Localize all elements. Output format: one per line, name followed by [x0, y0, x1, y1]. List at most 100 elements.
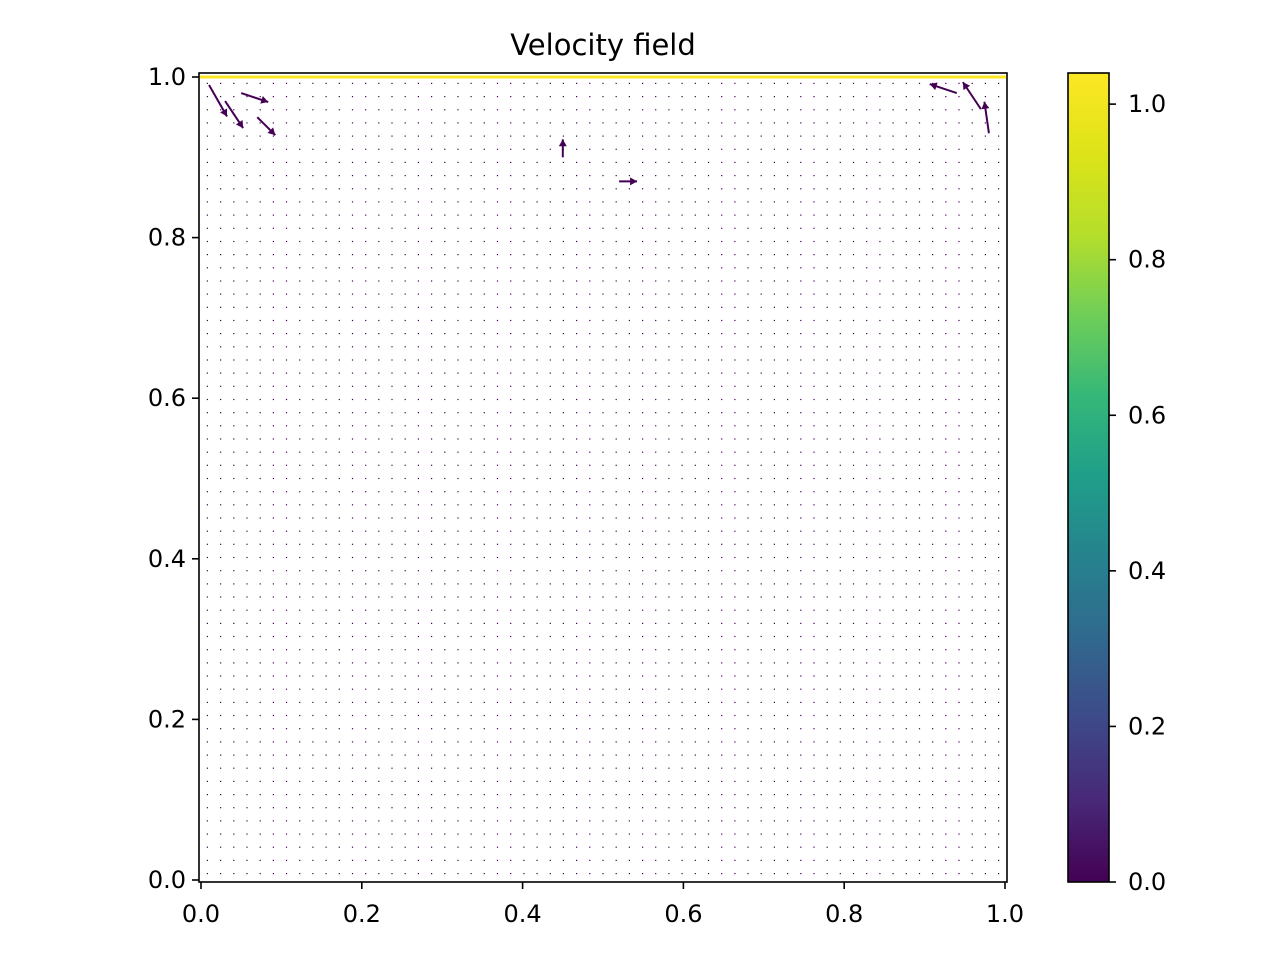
vector-point [444, 635, 446, 638]
vector-point [299, 96, 301, 98]
vector-point [655, 873, 657, 875]
vector-point [998, 583, 1000, 585]
vector-point [272, 556, 274, 559]
vector-point [272, 596, 274, 598]
vector-point [866, 504, 868, 506]
vector-point [918, 135, 921, 137]
vector-point [655, 780, 657, 782]
vector-point [628, 293, 630, 295]
vector-point [852, 267, 855, 269]
vector-point [285, 820, 288, 822]
vector-point [945, 346, 947, 348]
vector-point [338, 425, 340, 427]
vector-point [971, 846, 973, 848]
vector-point [892, 675, 894, 677]
vector-point [404, 346, 406, 348]
vector-point [338, 227, 340, 229]
vector-point [787, 675, 789, 677]
vector-point [615, 359, 617, 361]
vector-point [905, 346, 907, 348]
vector-point [958, 161, 960, 163]
vector-point [839, 530, 841, 532]
vector-point [615, 148, 617, 150]
vector-point [496, 135, 499, 137]
vector-point [496, 214, 499, 216]
vector-point [721, 398, 723, 401]
vector-point [681, 372, 683, 374]
vector-point [615, 135, 617, 137]
vector-point [325, 254, 327, 256]
vector-point [431, 122, 433, 124]
vector-point [285, 109, 288, 111]
vector-point [892, 82, 894, 84]
vector-point [879, 135, 881, 137]
vector-point [206, 398, 208, 401]
vector-point [813, 728, 815, 730]
vector-point [457, 728, 459, 730]
vector-point [536, 135, 538, 137]
vector-point [510, 570, 512, 572]
vector-point [523, 675, 525, 677]
vector-point [760, 754, 762, 756]
vector-point [879, 214, 881, 216]
vector-point [734, 649, 736, 651]
vector-point [945, 227, 947, 229]
vector-point [285, 464, 288, 466]
vector-point [905, 609, 907, 611]
vector-point [220, 280, 222, 282]
vector-point [259, 517, 261, 519]
vector-point [721, 649, 723, 651]
vector-point [615, 675, 617, 677]
vector-point [378, 649, 380, 651]
vector-point [457, 175, 459, 177]
vector-point [312, 267, 314, 269]
vector-point [246, 767, 248, 769]
vector-point [391, 451, 393, 453]
vector-point [918, 662, 921, 664]
vector-point [444, 201, 446, 203]
vector-point [892, 833, 894, 835]
vector-point [839, 372, 841, 374]
vector-point [562, 306, 564, 308]
vector-point [628, 570, 630, 572]
vector-point [905, 135, 907, 137]
vector-point [365, 464, 367, 466]
vector-point [285, 701, 288, 703]
vector-point [206, 135, 208, 137]
vector-point [998, 688, 1000, 690]
vector-point [918, 833, 921, 835]
vector-point [905, 662, 907, 664]
vector-point [998, 754, 1000, 756]
vector-point [773, 425, 775, 427]
vector-point [431, 161, 433, 163]
vector-point [351, 859, 354, 861]
vector-point [576, 570, 578, 572]
vector-point [800, 596, 802, 598]
vector-point [206, 833, 208, 835]
vector-point [681, 280, 683, 282]
vector-point [444, 530, 446, 532]
vector-point [312, 175, 314, 177]
vector-point [312, 754, 314, 756]
vector-point [852, 254, 855, 256]
vector-point [813, 280, 815, 282]
vector-point [391, 412, 393, 414]
vector-point [246, 122, 248, 124]
vector-point [760, 319, 762, 322]
vector-point [918, 714, 921, 717]
vector-point [457, 280, 459, 282]
vector-point [536, 543, 538, 545]
vector-point [681, 451, 683, 453]
vector-point [615, 794, 617, 796]
vector-point [391, 714, 393, 717]
vector-point [655, 570, 657, 572]
vector-point [787, 583, 789, 585]
vector-point [404, 688, 406, 690]
vector-point [233, 385, 235, 387]
vector-point [536, 214, 538, 216]
vector-point [787, 741, 789, 743]
vector-point [694, 451, 696, 453]
vector-point [958, 820, 960, 822]
vector-point [668, 135, 670, 137]
